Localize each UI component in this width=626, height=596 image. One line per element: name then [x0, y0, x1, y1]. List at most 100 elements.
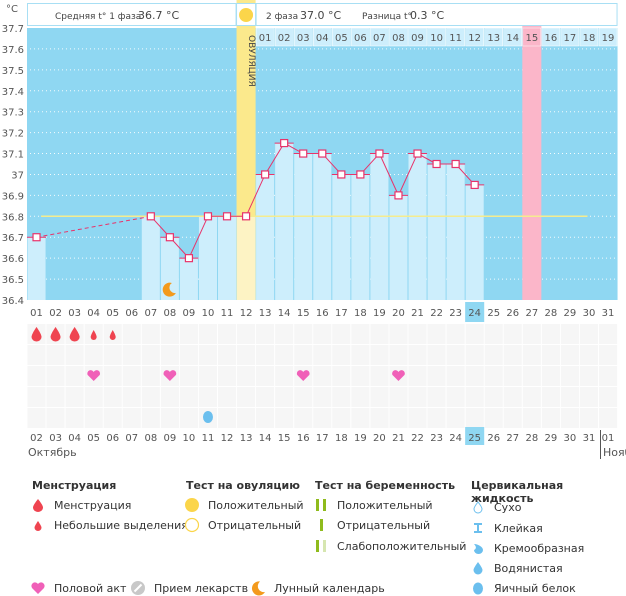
symbol-cell: [198, 324, 217, 344]
symbol-cell: [503, 387, 522, 407]
symbol-cell: [599, 366, 618, 386]
symbol-cell: [256, 408, 275, 428]
calendar-date-label: 17: [316, 433, 329, 444]
legend-title-menstruation: Менструация: [32, 479, 117, 492]
calendar-date-label: 30: [564, 433, 577, 444]
y-tick-label: 36.5: [2, 275, 24, 286]
symbol-cell: [446, 387, 465, 407]
x-tick-label: 25: [487, 308, 500, 319]
symbol-cell: [370, 324, 389, 344]
phase2-day-label: 18: [583, 33, 596, 44]
calendar-date-label: 19: [354, 433, 367, 444]
symbol-cell: [541, 408, 560, 428]
phase2-header-box: [255, 3, 618, 26]
symbol-cell: [160, 345, 179, 365]
egg-white-icon: [202, 411, 213, 423]
symbol-cell: [351, 387, 370, 407]
symbol-cell: [332, 366, 351, 386]
temperature-point: [146, 212, 155, 221]
temperature-bar: [332, 174, 351, 300]
symbol-cell: [503, 324, 522, 344]
symbol-cell: [541, 324, 560, 344]
symbol-cell: [541, 366, 560, 386]
symbol-cell: [46, 387, 65, 407]
symbol-cell: [84, 408, 103, 428]
symbol-cell: [599, 324, 618, 344]
symbol-cell: [179, 387, 198, 407]
symbol-cell: [237, 366, 256, 386]
legend-label: Прием лекарств: [154, 581, 249, 595]
symbol-cell: [522, 366, 541, 386]
calendar-date-label: 11: [202, 433, 215, 444]
heart-icon: [163, 370, 177, 381]
symbol-cell: [27, 408, 46, 428]
symbol-cell: [218, 324, 237, 344]
y-tick-label: 36.4: [2, 296, 24, 307]
today-cycle-highlight: [465, 302, 485, 322]
x-tick-label: 04: [87, 308, 100, 319]
legend-label: Водянистая: [494, 561, 563, 575]
test-two-lines-icon: [313, 497, 329, 513]
legend-item-ovulation-negative: Отрицательный: [184, 517, 301, 533]
symbol-cell: [408, 387, 427, 407]
diff-label: Разница t°: [362, 12, 412, 22]
moon-icon: [250, 580, 266, 596]
legend-label: Отрицательный: [208, 518, 302, 532]
calendar-date-label: 31: [583, 433, 596, 444]
legend-item-creamy: Кремообразная: [470, 540, 584, 556]
temperature-line-interpolated: [36, 215, 151, 238]
symbol-cell: [541, 387, 560, 407]
symbol-cell: [522, 324, 541, 344]
phase2-day-label: 17: [564, 33, 577, 44]
calendar-date-label: 04: [68, 433, 81, 444]
x-tick-label: 27: [525, 308, 538, 319]
symbol-cell: [370, 408, 389, 428]
ovulation-label: ОВУЛЯЦИЯ: [246, 35, 256, 87]
symbol-cell: [237, 345, 256, 365]
phase2-day-cell: [293, 27, 313, 47]
symbol-cell: [408, 345, 427, 365]
hourglass-icon: [470, 520, 486, 536]
x-tick-label: 15: [297, 308, 310, 319]
symbol-cell: [27, 345, 46, 365]
temperature-bar: [198, 216, 217, 300]
phase2-label: 2 фаза: [266, 12, 298, 22]
x-tick-label: 05: [106, 308, 119, 319]
heart-icon: [87, 370, 101, 381]
symbol-cell: [370, 366, 389, 386]
symbol-cell: [599, 408, 618, 428]
x-tick-label: 26: [506, 308, 519, 319]
calendar-date-label: 16: [297, 433, 310, 444]
drop-heavy-icon: [30, 497, 46, 513]
temperature-bar: [427, 164, 446, 300]
x-tick-label: 30: [583, 308, 596, 319]
symbol-cell: [237, 408, 256, 428]
symbol-cell: [160, 387, 179, 407]
temperature-point: [394, 191, 403, 200]
x-tick-label: 29: [564, 308, 577, 319]
symbol-cell: [65, 408, 84, 428]
symbol-cell: [408, 366, 427, 386]
temperature-point: [413, 149, 422, 158]
symbol-cell: [503, 345, 522, 365]
temperature-point: [280, 138, 289, 148]
calendar-date-label: 12: [221, 433, 234, 444]
x-tick-label: 16: [316, 308, 329, 319]
symbol-cell: [294, 345, 313, 365]
sun-filled-icon: [184, 497, 200, 513]
symbol-cell: [256, 366, 275, 386]
symbol-cell: [237, 387, 256, 407]
legend-item-intercourse: Половой акт: [30, 580, 126, 596]
symbol-cell: [122, 324, 141, 344]
calendar-date-label: 13: [240, 433, 253, 444]
symbol-cell: [313, 366, 332, 386]
egg-icon: [470, 580, 486, 596]
temperature-point: [470, 180, 479, 190]
legend-item-egg-white: Яичный белок: [470, 580, 576, 596]
phase2-day-cell: [598, 27, 618, 47]
x-tick-label: 02: [49, 308, 62, 319]
symbol-cell: [465, 324, 484, 344]
today-date-highlight: [465, 427, 485, 445]
x-tick-label: 22: [430, 308, 443, 319]
x-tick-label: 12: [240, 308, 253, 319]
